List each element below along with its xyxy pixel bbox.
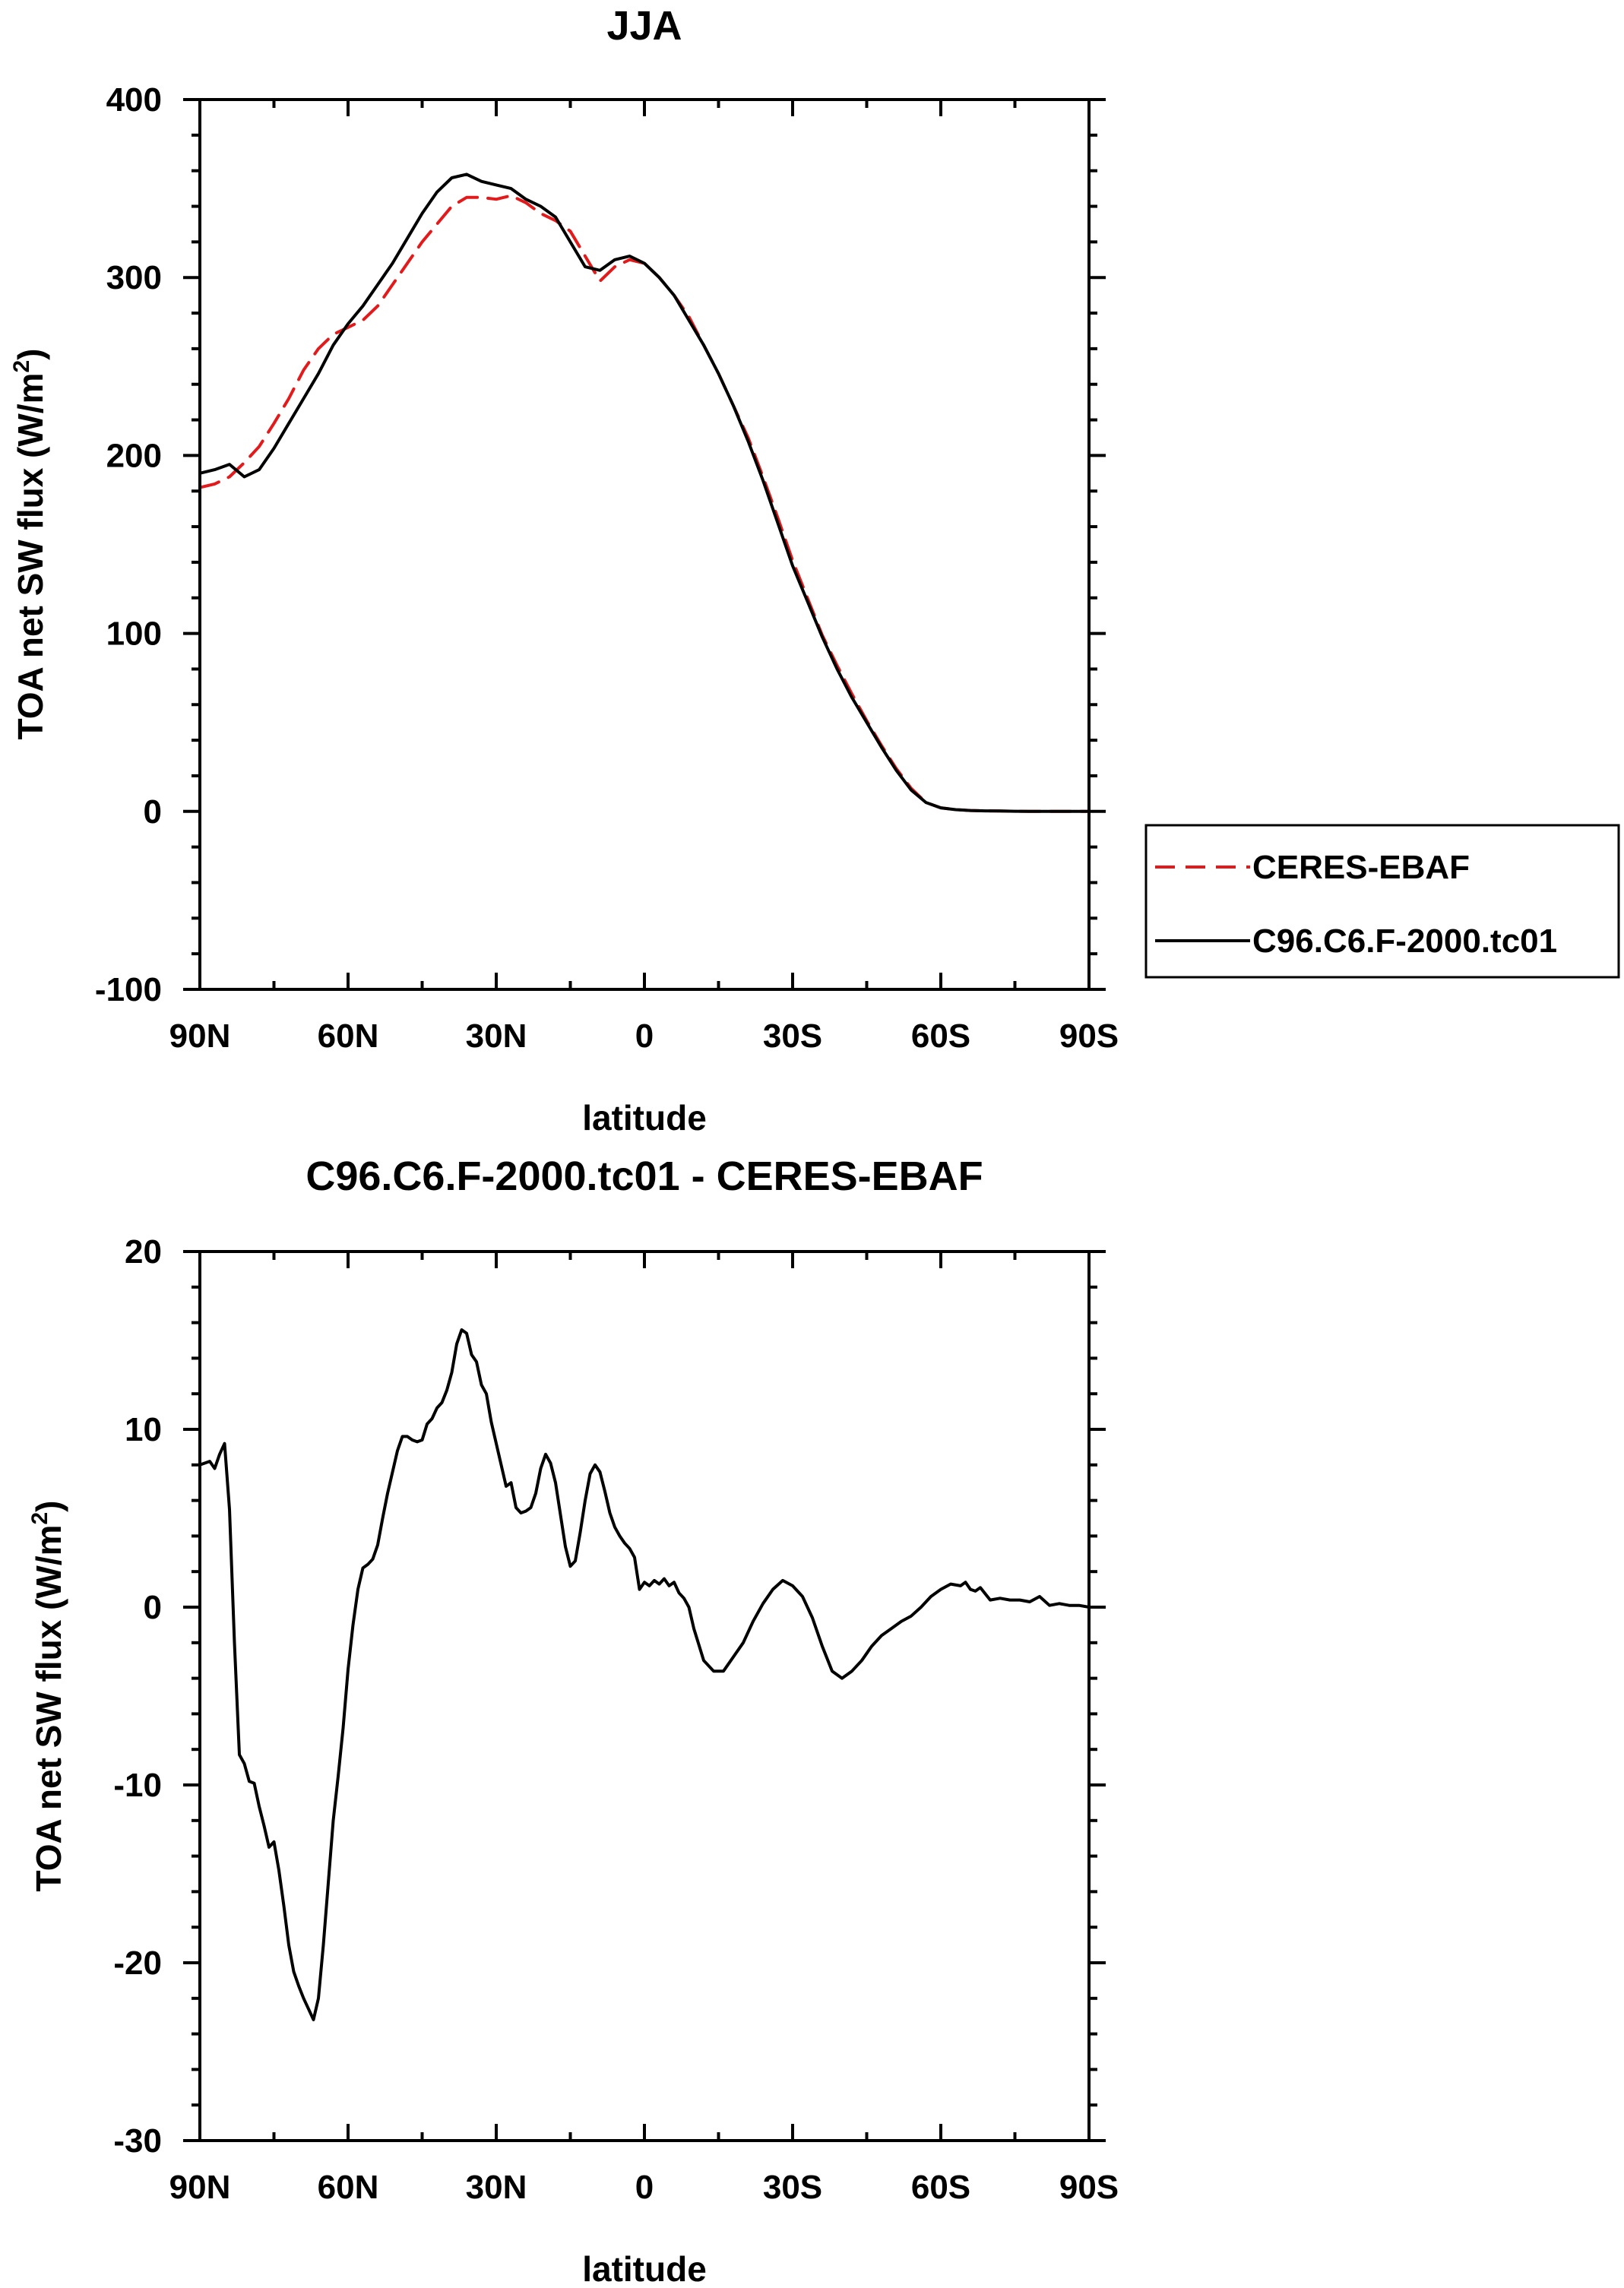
bottom-chart-title: C96.C6.F-2000.tc01 - CERES-EBAF bbox=[305, 1153, 983, 1199]
top-chart: JJA 90N 60N 30N 0 30S 60S 90S -100 0 100 200 300 400… bbox=[9, 3, 1620, 1138]
top-tick-labels-layer: 90N 60N 30N 0 30S 60S 90S -100 0 100 200 300 400 bbox=[95, 81, 1119, 1055]
bottom-x-tick-label: 90N bbox=[169, 2169, 231, 2206]
legend-box bbox=[1144, 824, 1620, 979]
bottom-tick-labels-layer: 90N 60N 30N 0 30S 60S 90S -30 -20 -10 0 10 20 bbox=[113, 1233, 1119, 2206]
top-y-tick-label: 0 bbox=[144, 793, 162, 831]
bottom-plot-frame bbox=[198, 1250, 1091, 2142]
bottom-x-tick-label: 0 bbox=[635, 2169, 654, 2206]
top-x-tick-label: 90N bbox=[169, 1017, 231, 1055]
top-y-tick-label: 100 bbox=[106, 616, 162, 653]
top-series-layer bbox=[198, 172, 1091, 813]
top-y-axis-title-main: TOA net SW flux (W/m bbox=[11, 373, 50, 740]
top-x-tick-label: 60N bbox=[318, 1017, 379, 1055]
bottom-x-tick-label: 60N bbox=[318, 2169, 379, 2206]
bottom-series-line-0 bbox=[198, 1328, 1091, 2021]
bottom-y-tick-label: 20 bbox=[125, 1233, 162, 1271]
legend-label-ceres-ebaf: CERES-EBAF bbox=[1252, 849, 1470, 886]
top-y-tick-label: 400 bbox=[106, 81, 162, 119]
top-chart-title: JJA bbox=[606, 3, 682, 49]
bottom-x-tick-label: 60S bbox=[911, 2169, 970, 2206]
top-x-tick-label: 60S bbox=[911, 1017, 970, 1055]
top-y-axis-title-end: ) bbox=[11, 349, 50, 360]
top-y-axis-title: TOA net SW flux (W/m2) bbox=[9, 349, 50, 740]
bottom-y-tick-label: 0 bbox=[144, 1589, 162, 1626]
top-series-line-1 bbox=[198, 172, 1091, 813]
top-ticks-layer bbox=[183, 98, 1106, 991]
bottom-y-axis-title-end: ) bbox=[29, 1501, 68, 1512]
top-y-tick-label: 300 bbox=[106, 259, 162, 296]
bottom-series-layer bbox=[198, 1328, 1091, 2021]
bottom-y-axis-title-superscript: 2 bbox=[27, 1512, 52, 1525]
bottom-x-tick-label: 30S bbox=[763, 2169, 822, 2206]
legend: CERES-EBAF C96.C6.F-2000.tc01 bbox=[1144, 824, 1620, 979]
bottom-chart: C96.C6.F-2000.tc01 - CERES-EBAF 90N 60N 30… bbox=[27, 1153, 1119, 2288]
bottom-ticks-layer bbox=[183, 1250, 1106, 2142]
bottom-y-axis-title-main: TOA net SW flux (W/m bbox=[29, 1525, 68, 1892]
top-x-tick-label: 30S bbox=[763, 1017, 822, 1055]
top-x-tick-label: 90S bbox=[1059, 1017, 1119, 1055]
top-y-tick-label: 200 bbox=[106, 437, 162, 474]
legend-label-model: C96.C6.F-2000.tc01 bbox=[1252, 922, 1557, 960]
top-x-axis-title: latitude bbox=[582, 1098, 707, 1138]
bottom-x-axis-title: latitude bbox=[582, 2249, 707, 2288]
bottom-x-tick-label: 30N bbox=[466, 2169, 527, 2206]
bottom-y-tick-label: -10 bbox=[113, 1767, 162, 1804]
bottom-x-tick-label: 90S bbox=[1059, 2169, 1119, 2206]
top-plot-frame bbox=[198, 98, 1091, 991]
top-y-tick-label: -100 bbox=[95, 971, 162, 1008]
bottom-y-tick-label: -30 bbox=[113, 2122, 162, 2160]
bottom-y-axis-title: TOA net SW flux (W/m2) bbox=[27, 1501, 68, 1892]
top-x-tick-label: 30N bbox=[466, 1017, 527, 1055]
top-y-axis-title-superscript: 2 bbox=[9, 360, 34, 373]
top-series-line-0 bbox=[198, 194, 1091, 813]
top-x-tick-label: 0 bbox=[635, 1017, 654, 1055]
bottom-y-tick-label: 10 bbox=[125, 1411, 162, 1448]
bottom-y-tick-label: -20 bbox=[113, 1945, 162, 1982]
